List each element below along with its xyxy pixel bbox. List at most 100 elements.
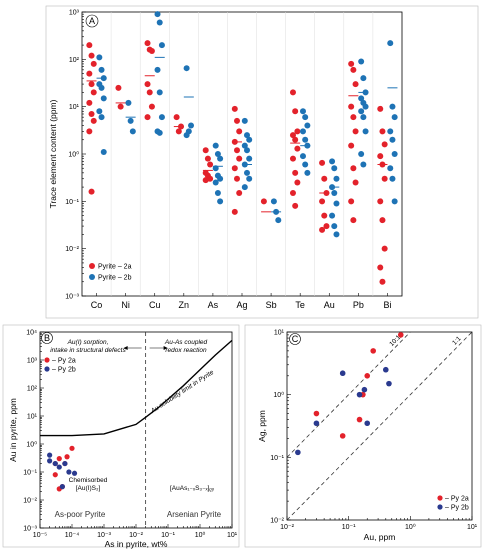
data-point-pyrite-2a xyxy=(204,155,211,162)
legend-marker-a xyxy=(89,263,95,269)
data-point-pyrite-2a xyxy=(148,103,155,110)
x-tick-label-b: 10⁻³ xyxy=(97,532,111,539)
data-point-pyrite-2a xyxy=(231,165,238,172)
data-point-pyrite-2a xyxy=(321,212,328,219)
data-point-pyrite-2b xyxy=(333,175,340,182)
panel-label-a: A xyxy=(89,16,95,26)
data-point-pyrite-2b xyxy=(387,40,394,47)
legend-label-c: – Py 2a xyxy=(445,496,469,503)
data-point-pyrite-2a xyxy=(292,202,299,209)
x-tick-label-b: 10⁻² xyxy=(129,532,143,539)
panel-b-frame xyxy=(2,324,240,548)
data-point-py-2a xyxy=(364,373,371,379)
data-point-pyrite-2b xyxy=(217,155,224,162)
legend-label-b: – Py 2a xyxy=(52,358,76,365)
x-tick-label-c: 10⁻¹ xyxy=(342,524,356,531)
data-point-py-2a xyxy=(64,454,70,460)
legend-marker-a xyxy=(89,274,95,280)
region-label-right: Arsenian Pyrite xyxy=(167,510,222,519)
panel-a-frame xyxy=(45,5,479,319)
data-point-pyrite-2b xyxy=(389,103,396,110)
data-point-pyrite-2a xyxy=(381,175,388,182)
category-label: Cu xyxy=(149,300,161,310)
data-point-pyrite-2b xyxy=(214,189,221,196)
panel-label-circle-b xyxy=(41,332,53,344)
data-point-pyrite-2a xyxy=(234,175,240,182)
category-label: Au xyxy=(324,300,335,310)
x-axis-label-b: As in pyrite, wt% xyxy=(105,539,168,549)
data-point-pyrite-2a xyxy=(207,161,214,168)
data-point-pyrite-2a xyxy=(260,198,267,205)
ratio-line-label: 1:1 xyxy=(451,335,463,347)
data-point-py-2b xyxy=(56,464,62,470)
data-point-pyrite-2b xyxy=(246,136,253,143)
data-point-pyrite-2b xyxy=(333,200,340,207)
data-point-pyrite-2a xyxy=(381,245,388,252)
data-point-pyrite-2b xyxy=(299,108,306,115)
data-point-pyrite-2b xyxy=(246,175,253,182)
data-point-pyrite-2b xyxy=(389,175,396,182)
data-point-pyrite-2a xyxy=(236,189,243,196)
panel-b: 10⁻⁵ 10⁻⁴ 10⁻³ 10⁻² 10⁻¹ 10⁰ 10¹ 10⁻³ 10⁻² 10⁻¹ 10… xyxy=(8,330,238,550)
data-point-pyrite-2b xyxy=(98,66,105,73)
data-point-pyrite-2a xyxy=(234,117,240,124)
data-point-pyrite-2a xyxy=(319,198,326,205)
data-point-pyrite-2a xyxy=(86,70,93,77)
data-point-pyrite-2a xyxy=(289,89,296,96)
data-point-pyrite-2b xyxy=(188,122,195,129)
data-point-pyrite-2a xyxy=(348,198,355,205)
y-axis-label-c: Ag, ppm xyxy=(257,410,267,442)
data-point-pyrite-2a xyxy=(86,99,93,106)
data-point-pyrite-2a xyxy=(90,117,97,124)
x-tick-label-c: 10⁰ xyxy=(405,523,416,531)
data-point-pyrite-2b xyxy=(270,198,277,205)
solubility-curve xyxy=(40,339,233,437)
annotation-left-top: intake in structural defects xyxy=(50,347,126,354)
data-point-pyrite-2a xyxy=(148,47,155,54)
data-point-py-2b xyxy=(313,420,320,427)
y-axis-label-b: Au in pyrite, ppm xyxy=(8,398,18,462)
category-label: Bi xyxy=(383,300,391,310)
data-point-pyrite-2b xyxy=(241,142,248,149)
category-label: Pb xyxy=(353,300,364,310)
data-point-pyrite-2b xyxy=(302,161,309,168)
data-point-pyrite-2b xyxy=(246,155,253,162)
x-tick-label-c: 10¹ xyxy=(467,524,478,531)
data-point-py-2b xyxy=(382,366,389,373)
x-tick-label-b: 10⁻⁵ xyxy=(33,532,47,539)
legend-label-c: – Py 2b xyxy=(445,505,469,512)
y-tick-label-b: 10⁰ xyxy=(26,441,37,449)
arrow-right-head xyxy=(163,346,168,350)
legend-label-a: Pyrite – 2a xyxy=(98,264,132,271)
data-point-pyrite-2a xyxy=(292,136,299,143)
data-point-py-2b xyxy=(356,391,363,398)
data-point-pyrite-2b xyxy=(360,114,367,121)
category-label: Ag xyxy=(236,300,247,310)
data-point-py-2b xyxy=(339,370,346,377)
y-tick-label-b: 10⁻³ xyxy=(23,526,37,533)
legend-label-a: Pyrite – 2b xyxy=(98,275,132,282)
y-tick-label-a: 10³ xyxy=(69,10,80,17)
panel-c-frame xyxy=(244,324,482,548)
data-point-pyrite-2b xyxy=(98,84,105,91)
y-tick-label-a: 10⁻³ xyxy=(65,294,79,301)
data-point-pyrite-2a xyxy=(350,66,357,73)
y-tick-label-a: 10¹ xyxy=(69,104,80,111)
category-label: As xyxy=(208,300,219,310)
y-tick-label-b: 10² xyxy=(27,386,38,393)
data-point-pyrite-2b xyxy=(158,42,165,49)
data-point-pyrite-2b xyxy=(154,11,161,18)
data-point-pyrite-2b xyxy=(358,108,365,115)
y-tick-label-b: 10³ xyxy=(27,358,38,365)
data-point-pyrite-2a xyxy=(352,81,359,88)
x-tick-label-b: 10¹ xyxy=(227,532,238,539)
data-point-pyrite-2b xyxy=(302,136,309,143)
data-point-py-2b xyxy=(47,458,53,464)
panel-label-circle-a xyxy=(85,14,99,28)
y-tick-label-c: 10⁻² xyxy=(270,518,284,525)
y-tick-label-c: 10⁰ xyxy=(273,391,284,399)
data-point-pyrite-2a xyxy=(352,128,359,135)
annotation-left-top: Au(I) sorption, xyxy=(67,339,109,346)
data-point-pyrite-2a xyxy=(115,84,122,91)
data-point-pyrite-2b xyxy=(333,231,340,238)
